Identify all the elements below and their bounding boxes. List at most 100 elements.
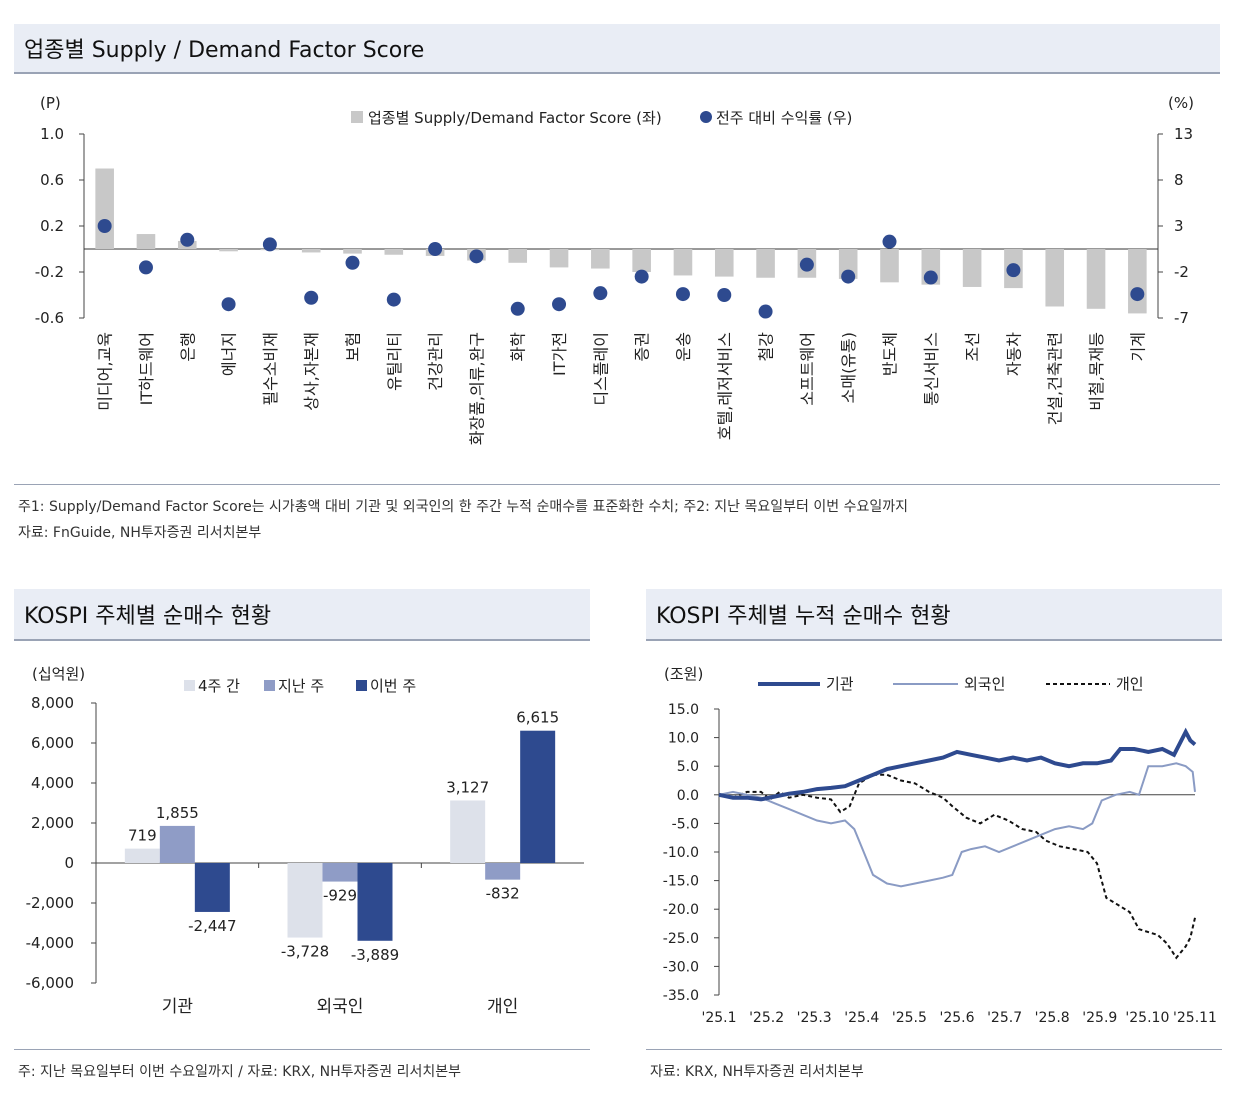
- left-tick-label: 0.6: [40, 171, 64, 189]
- category-label: 운송: [674, 332, 693, 361]
- return-dot: [510, 301, 525, 316]
- legend-4w-swatch: [184, 680, 195, 691]
- category-label: 자동차: [1004, 332, 1023, 376]
- bl-panel-header: KOSPI 주체별 순매수 현황: [14, 589, 590, 641]
- legend-dot-swatch: [700, 111, 712, 123]
- br-tick-label: 5.0: [677, 759, 699, 775]
- net-buy-value-label: -832: [486, 885, 520, 903]
- bl-tick-label: 4,000: [31, 774, 74, 792]
- bl-category-label: 기관: [162, 997, 193, 1017]
- bl-tick-label: -6,000: [26, 974, 74, 992]
- return-dot: [799, 257, 814, 272]
- legend-indiv-label: 개인: [1116, 675, 1144, 693]
- top-notes-divider: [14, 484, 1220, 485]
- score-bar: [219, 249, 238, 252]
- bl-tick-label: 0: [64, 854, 74, 872]
- return-dot: [304, 290, 319, 305]
- score-bar: [549, 249, 569, 268]
- net-buy-bar: [520, 730, 556, 863]
- score-bar: [384, 249, 404, 255]
- return-dot: [469, 249, 484, 264]
- legend-inst-label: 기관: [826, 675, 854, 693]
- score-bar: [301, 249, 321, 253]
- bl-category-label: 외국인: [317, 997, 364, 1017]
- return-dot: [882, 234, 897, 249]
- br-tick-label: 15.0: [668, 702, 699, 718]
- return-dot: [345, 255, 360, 270]
- top-chart-title: 업종별 Supply / Demand Factor Score: [24, 38, 425, 63]
- score-bar: [591, 249, 610, 269]
- br-tick-label: -20.0: [663, 902, 699, 918]
- top-note-2: 자료: FnGuide, NH투자증권 리서치본부: [18, 525, 262, 541]
- category-label: 통신서비스: [922, 332, 941, 406]
- score-bar: [880, 249, 899, 283]
- br-tick-label: -35.0: [663, 988, 699, 1004]
- br-x-tick-label: '25.10: [1125, 1010, 1169, 1026]
- individual-line: [718, 773, 1196, 960]
- net-buy-value-label: -3,728: [281, 943, 329, 961]
- legend-dot-label: 전주 대비 수익률 (우): [716, 109, 852, 127]
- net-buy-bar: [485, 863, 521, 880]
- net-buy-value-label: -929: [323, 887, 357, 905]
- score-bar: [95, 168, 114, 249]
- net-buy-bar: [159, 825, 195, 863]
- net-buy-value-label: 719: [128, 827, 157, 845]
- br-x-tick-label: '25.3: [797, 1010, 832, 1026]
- top-note-1: 주1: Supply/Demand Factor Score는 시가총액 대비 …: [18, 499, 908, 515]
- br-x-tick-label: '25.9: [1082, 1010, 1117, 1026]
- net-buying-chart: (십억원) 4주 간 지난 주 이번 주 8,000 6,000 4,000 2,00…: [26, 665, 584, 1017]
- net-buy-value-label: 6,615: [516, 709, 559, 727]
- net-buy-bar: [450, 800, 486, 863]
- bl-notes-divider: [14, 1049, 590, 1050]
- br-x-tick-label: '25.2: [749, 1010, 784, 1026]
- left-tick-label: -0.2: [35, 263, 64, 281]
- legend-4w-label: 4주 간: [198, 677, 240, 695]
- category-label: IT하드웨어: [137, 332, 156, 405]
- net-buy-bar: [287, 863, 323, 938]
- category-label: 화장품,의류,완구: [467, 332, 486, 445]
- net-buy-value-label: -2,447: [188, 917, 236, 935]
- br-tick-label: -15.0: [663, 874, 699, 890]
- net-buy-bar: [357, 863, 393, 941]
- score-bar: [1128, 249, 1147, 314]
- return-dot: [923, 270, 938, 285]
- right-tick-label: -7: [1174, 309, 1189, 327]
- category-label: 보험: [344, 332, 363, 361]
- category-label: 화학: [509, 332, 528, 362]
- bl-tick-label: -2,000: [26, 894, 74, 912]
- br-axis-unit: (조원): [664, 665, 703, 683]
- br-note: 자료: KRX, NH투자증권 리서치본부: [650, 1064, 864, 1080]
- category-label: 건설,건축관련: [1046, 332, 1065, 425]
- legend-lastweek-swatch: [264, 680, 275, 691]
- return-dot: [221, 297, 236, 312]
- score-bar: [632, 249, 651, 272]
- bl-note: 주: 지난 목요일부터 이번 수요일까지 / 자료: KRX, NH투자증권 리…: [18, 1064, 462, 1080]
- net-buy-value-label: -3,889: [351, 946, 399, 964]
- br-x-tick-label: '25.7: [987, 1010, 1022, 1026]
- legend-bar-label: 업종별 Supply/Demand Factor Score (좌): [368, 109, 662, 127]
- br-tick-label: -5.0: [672, 816, 699, 832]
- foreign-line: [718, 762, 1196, 888]
- category-label: 반도체: [881, 332, 900, 376]
- score-bar: [343, 249, 362, 254]
- left-tick-label: -0.6: [35, 309, 64, 327]
- return-dot: [1130, 287, 1145, 302]
- bl-tick-label: 6,000: [31, 734, 74, 752]
- category-label: 비철,목재등: [1087, 332, 1106, 411]
- cumulative-net-buying-chart: (조원) 기관 외국인 개인 15.0 10.0 5.0 0.0 -5.0 -10.0 -1…: [663, 665, 1217, 1026]
- return-dot: [758, 304, 773, 319]
- factor-score-chart: (P) (%) 업종별 Supply/Demand Factor Score (…: [35, 94, 1194, 445]
- br-tick-label: 0.0: [677, 788, 699, 804]
- br-notes-divider: [646, 1049, 1222, 1050]
- bl-axis-unit: (십억원): [32, 665, 85, 683]
- category-label: 조선: [963, 332, 982, 361]
- score-bar: [962, 249, 982, 287]
- bl-category-label: 개인: [487, 997, 518, 1017]
- legend-lastweek-label: 지난 주: [278, 677, 324, 695]
- institution-line: [718, 727, 1197, 802]
- category-label: IT가전: [550, 332, 569, 376]
- return-dot: [717, 288, 732, 302]
- br-x-tick-label: '25.8: [1035, 1010, 1070, 1026]
- legend-thisweek-swatch: [356, 680, 367, 691]
- category-label: 증권: [633, 332, 652, 361]
